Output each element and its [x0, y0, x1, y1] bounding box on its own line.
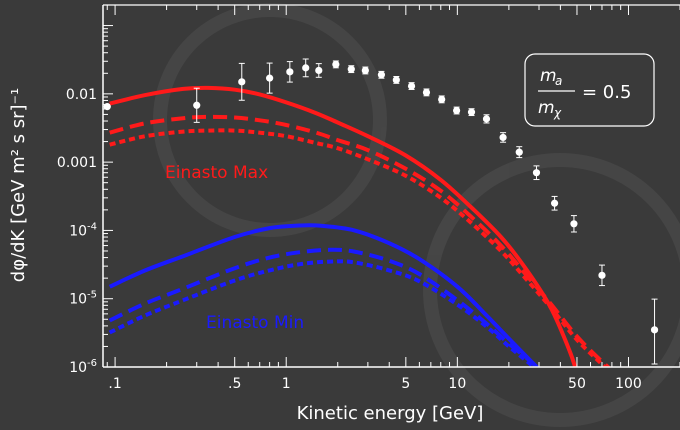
y-axis-title: dφ/dK [GeV m² s sr]⁻¹ — [8, 88, 29, 282]
y-tick-label: 10-4 — [69, 221, 97, 239]
y-tick-label: 10-6 — [69, 358, 97, 376]
data-point — [193, 101, 201, 109]
data-point — [238, 78, 246, 86]
ratio-numerator: m — [540, 66, 557, 86]
data-point — [286, 68, 294, 76]
data-point — [467, 108, 476, 116]
data-point — [438, 95, 446, 103]
data-point — [347, 65, 355, 73]
ratio-denominator: m — [538, 98, 555, 118]
data-point — [315, 66, 323, 75]
data-point — [650, 326, 659, 334]
series-line-4 — [108, 247, 540, 367]
tick-labels: .1 .5 1 5 10 50 100 0.01 0.001 10-4 10-5 10-6 — [57, 87, 642, 392]
y-tick-label: 10-5 — [69, 290, 97, 308]
series-line-3 — [108, 223, 540, 367]
data-point — [550, 199, 559, 207]
ratio-denominator-sub: χ — [553, 106, 562, 120]
model-curves — [108, 85, 612, 367]
data-point — [377, 71, 386, 79]
data-point — [332, 60, 340, 68]
data-point — [407, 82, 416, 90]
ratio-numerator-sub: a — [555, 74, 562, 88]
y-tick-label: 0.01 — [66, 87, 97, 103]
data-point — [453, 106, 461, 115]
axes — [102, 4, 680, 368]
x-tick-label: 5 — [401, 376, 410, 392]
series-label-max: Einasto Max — [165, 163, 268, 183]
x-tick-label: .5 — [228, 376, 241, 392]
data-point — [361, 66, 369, 75]
x-tick-label: .1 — [108, 376, 121, 392]
x-tick-label: 1 — [282, 376, 291, 392]
data-point — [392, 76, 400, 84]
data-point — [598, 271, 606, 279]
data-point — [302, 64, 310, 72]
background-watermark — [153, 3, 680, 427]
data-point — [266, 74, 274, 82]
series-label-min: Einasto Min — [206, 313, 304, 333]
data-point — [570, 220, 578, 228]
ratio-value: = 0.5 — [582, 82, 631, 103]
y-tick-label: 0.001 — [57, 155, 97, 171]
series-line-1 — [109, 114, 612, 367]
x-tick-label: 100 — [615, 376, 642, 392]
series-line-2 — [109, 128, 608, 367]
data-points — [103, 58, 659, 365]
x-tick-label: 10 — [448, 376, 466, 392]
x-axis-title: Kinetic energy [GeV] — [297, 403, 484, 424]
ratio-annotation-box: m a m χ = 0.5 — [524, 53, 655, 127]
data-point — [482, 115, 491, 123]
data-point — [532, 169, 541, 177]
data-point — [515, 148, 523, 156]
data-point — [499, 133, 507, 142]
x-tick-label: 50 — [568, 376, 586, 392]
data-point — [422, 88, 431, 96]
